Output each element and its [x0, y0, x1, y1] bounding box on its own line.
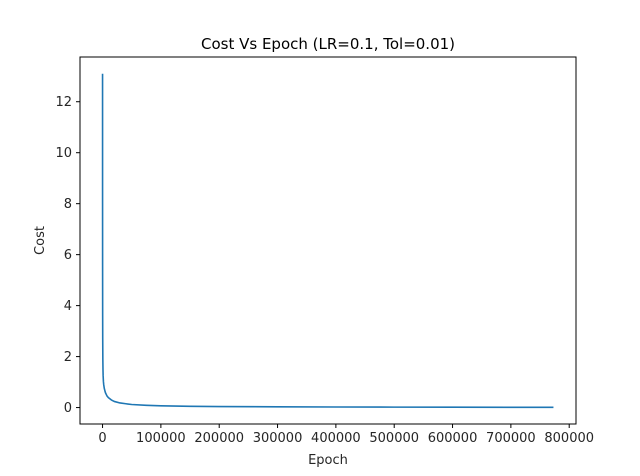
- y-tick-label: 8: [64, 197, 72, 212]
- x-tick-label: 200000: [194, 431, 244, 446]
- x-tick-label: 0: [98, 431, 106, 446]
- x-tick-label: 500000: [369, 431, 419, 446]
- x-tick-label: 800000: [544, 431, 594, 446]
- x-tick-label: 600000: [428, 431, 478, 446]
- y-tick-label: 2: [64, 350, 72, 365]
- y-tick-label: 6: [64, 248, 72, 263]
- x-tick-label: 400000: [311, 431, 361, 446]
- y-tick-label: 4: [64, 299, 72, 314]
- series-line-cost: [101, 73, 554, 409]
- y-tick-label: 12: [55, 95, 72, 110]
- y-axis-label: Cost: [33, 226, 48, 255]
- y-axis: 0 2 4 6 8 10 12: [55, 95, 80, 416]
- y-tick-label: 0: [64, 401, 72, 416]
- y-tick-label: 10: [55, 146, 72, 161]
- chart-title: Cost Vs Epoch (LR=0.1, Tol=0.01): [201, 35, 455, 53]
- plot-frame: [79, 56, 577, 425]
- x-tick-label: 700000: [486, 431, 536, 446]
- x-tick-label: 300000: [253, 431, 303, 446]
- x-axis: 0 100000 200000 300000 400000 500000 600000 700…: [98, 424, 594, 446]
- x-tick-label: 100000: [136, 431, 186, 446]
- plot-area: [80, 57, 576, 424]
- x-axis-label: Epoch: [308, 453, 348, 468]
